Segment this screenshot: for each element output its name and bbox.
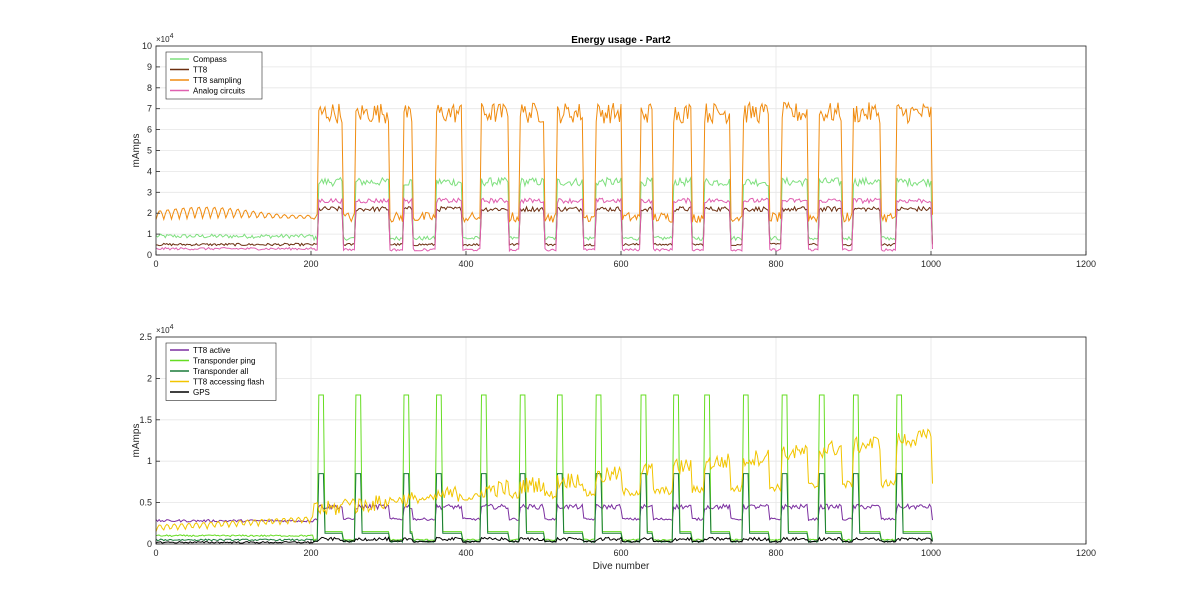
series-line-gps xyxy=(155,536,933,544)
y-tick-label: 4 xyxy=(147,166,152,176)
x-tick-label: 600 xyxy=(613,548,628,558)
legend-entry-label: Transponder ping xyxy=(193,357,255,366)
chart-title: Energy usage - Part2 xyxy=(571,35,671,46)
y-multiplier-label: ×104 xyxy=(156,324,174,335)
legend-entry-label: TT8 accessing flash xyxy=(193,378,264,387)
y-tick-label: 2 xyxy=(147,373,152,383)
legend-entry-label: Compass xyxy=(193,55,227,64)
series-line-tt8-sampling xyxy=(155,101,933,224)
x-tick-label: 600 xyxy=(613,259,628,269)
series-line-tt8-accessing-flash xyxy=(155,428,933,532)
x-tick-label: 400 xyxy=(458,259,473,269)
x-tick-label: 800 xyxy=(768,259,783,269)
x-tick-label: 200 xyxy=(303,548,318,558)
y-tick-label: 9 xyxy=(147,62,152,72)
y-tick-label: 5 xyxy=(147,146,152,156)
top-chart-panel: 0 200 400 600 800 1000 1200 0 1 2 3 4 5 6 7 8 9 10 ×104 mAm… xyxy=(131,33,1096,269)
legend-entry-label: TT8 active xyxy=(193,346,231,355)
legend-entry-label: TT8 xyxy=(193,66,208,75)
x-tick-label: 1200 xyxy=(1076,548,1096,558)
series-line-tt8-active xyxy=(155,502,933,523)
bottom-chart-panel: 0 200 400 600 800 1000 1200 0 0.5 1 1.5 2 2.5 ×104 mAm… xyxy=(131,324,1096,572)
y-multiplier-exponent: 4 xyxy=(170,33,174,40)
series-line-analog-circuits xyxy=(155,196,933,253)
y-tick-label: 1.5 xyxy=(139,415,152,425)
x-tick-label: 0 xyxy=(153,548,158,558)
series-line-compass xyxy=(155,175,933,242)
x-tick-label: 200 xyxy=(303,259,318,269)
x-axis-label: Dive number xyxy=(593,561,650,572)
y-tick-label: 2 xyxy=(147,208,152,218)
x-tick-label: 400 xyxy=(458,548,473,558)
x-tick-label: 1000 xyxy=(921,548,941,558)
y-tick-label: 7 xyxy=(147,104,152,114)
y-multiplier-exponent: 4 xyxy=(170,324,174,331)
y-tick-label: 2.5 xyxy=(139,332,152,342)
legend-entry-label: GPS xyxy=(193,388,210,397)
x-tick-label: 0 xyxy=(153,259,158,269)
y-tick-label: 3 xyxy=(147,187,152,197)
legend-entry-label: TT8 sampling xyxy=(193,76,241,85)
legend-entry-label: Transponder all xyxy=(193,367,249,376)
y-tick-label: 6 xyxy=(147,125,152,135)
y-tick-label: 1 xyxy=(147,456,152,466)
x-tick-label: 1000 xyxy=(921,259,941,269)
y-tick-label: 0.5 xyxy=(139,498,152,508)
x-tick-label: 800 xyxy=(768,548,783,558)
y-tick-label: 1 xyxy=(147,229,152,239)
x-tick-label: 1200 xyxy=(1076,259,1096,269)
y-axis-label: mAmps xyxy=(131,424,142,458)
y-tick-label: 10 xyxy=(142,41,152,51)
y-tick-label: 0 xyxy=(147,539,152,549)
legend-entry-label: Analog circuits xyxy=(193,87,245,96)
y-tick-label: 8 xyxy=(147,83,152,93)
y-tick-label: 0 xyxy=(147,250,152,260)
y-axis-label: mAmps xyxy=(131,134,142,168)
series-line-transponder-all xyxy=(155,473,933,544)
y-multiplier-label: ×104 xyxy=(156,33,174,44)
